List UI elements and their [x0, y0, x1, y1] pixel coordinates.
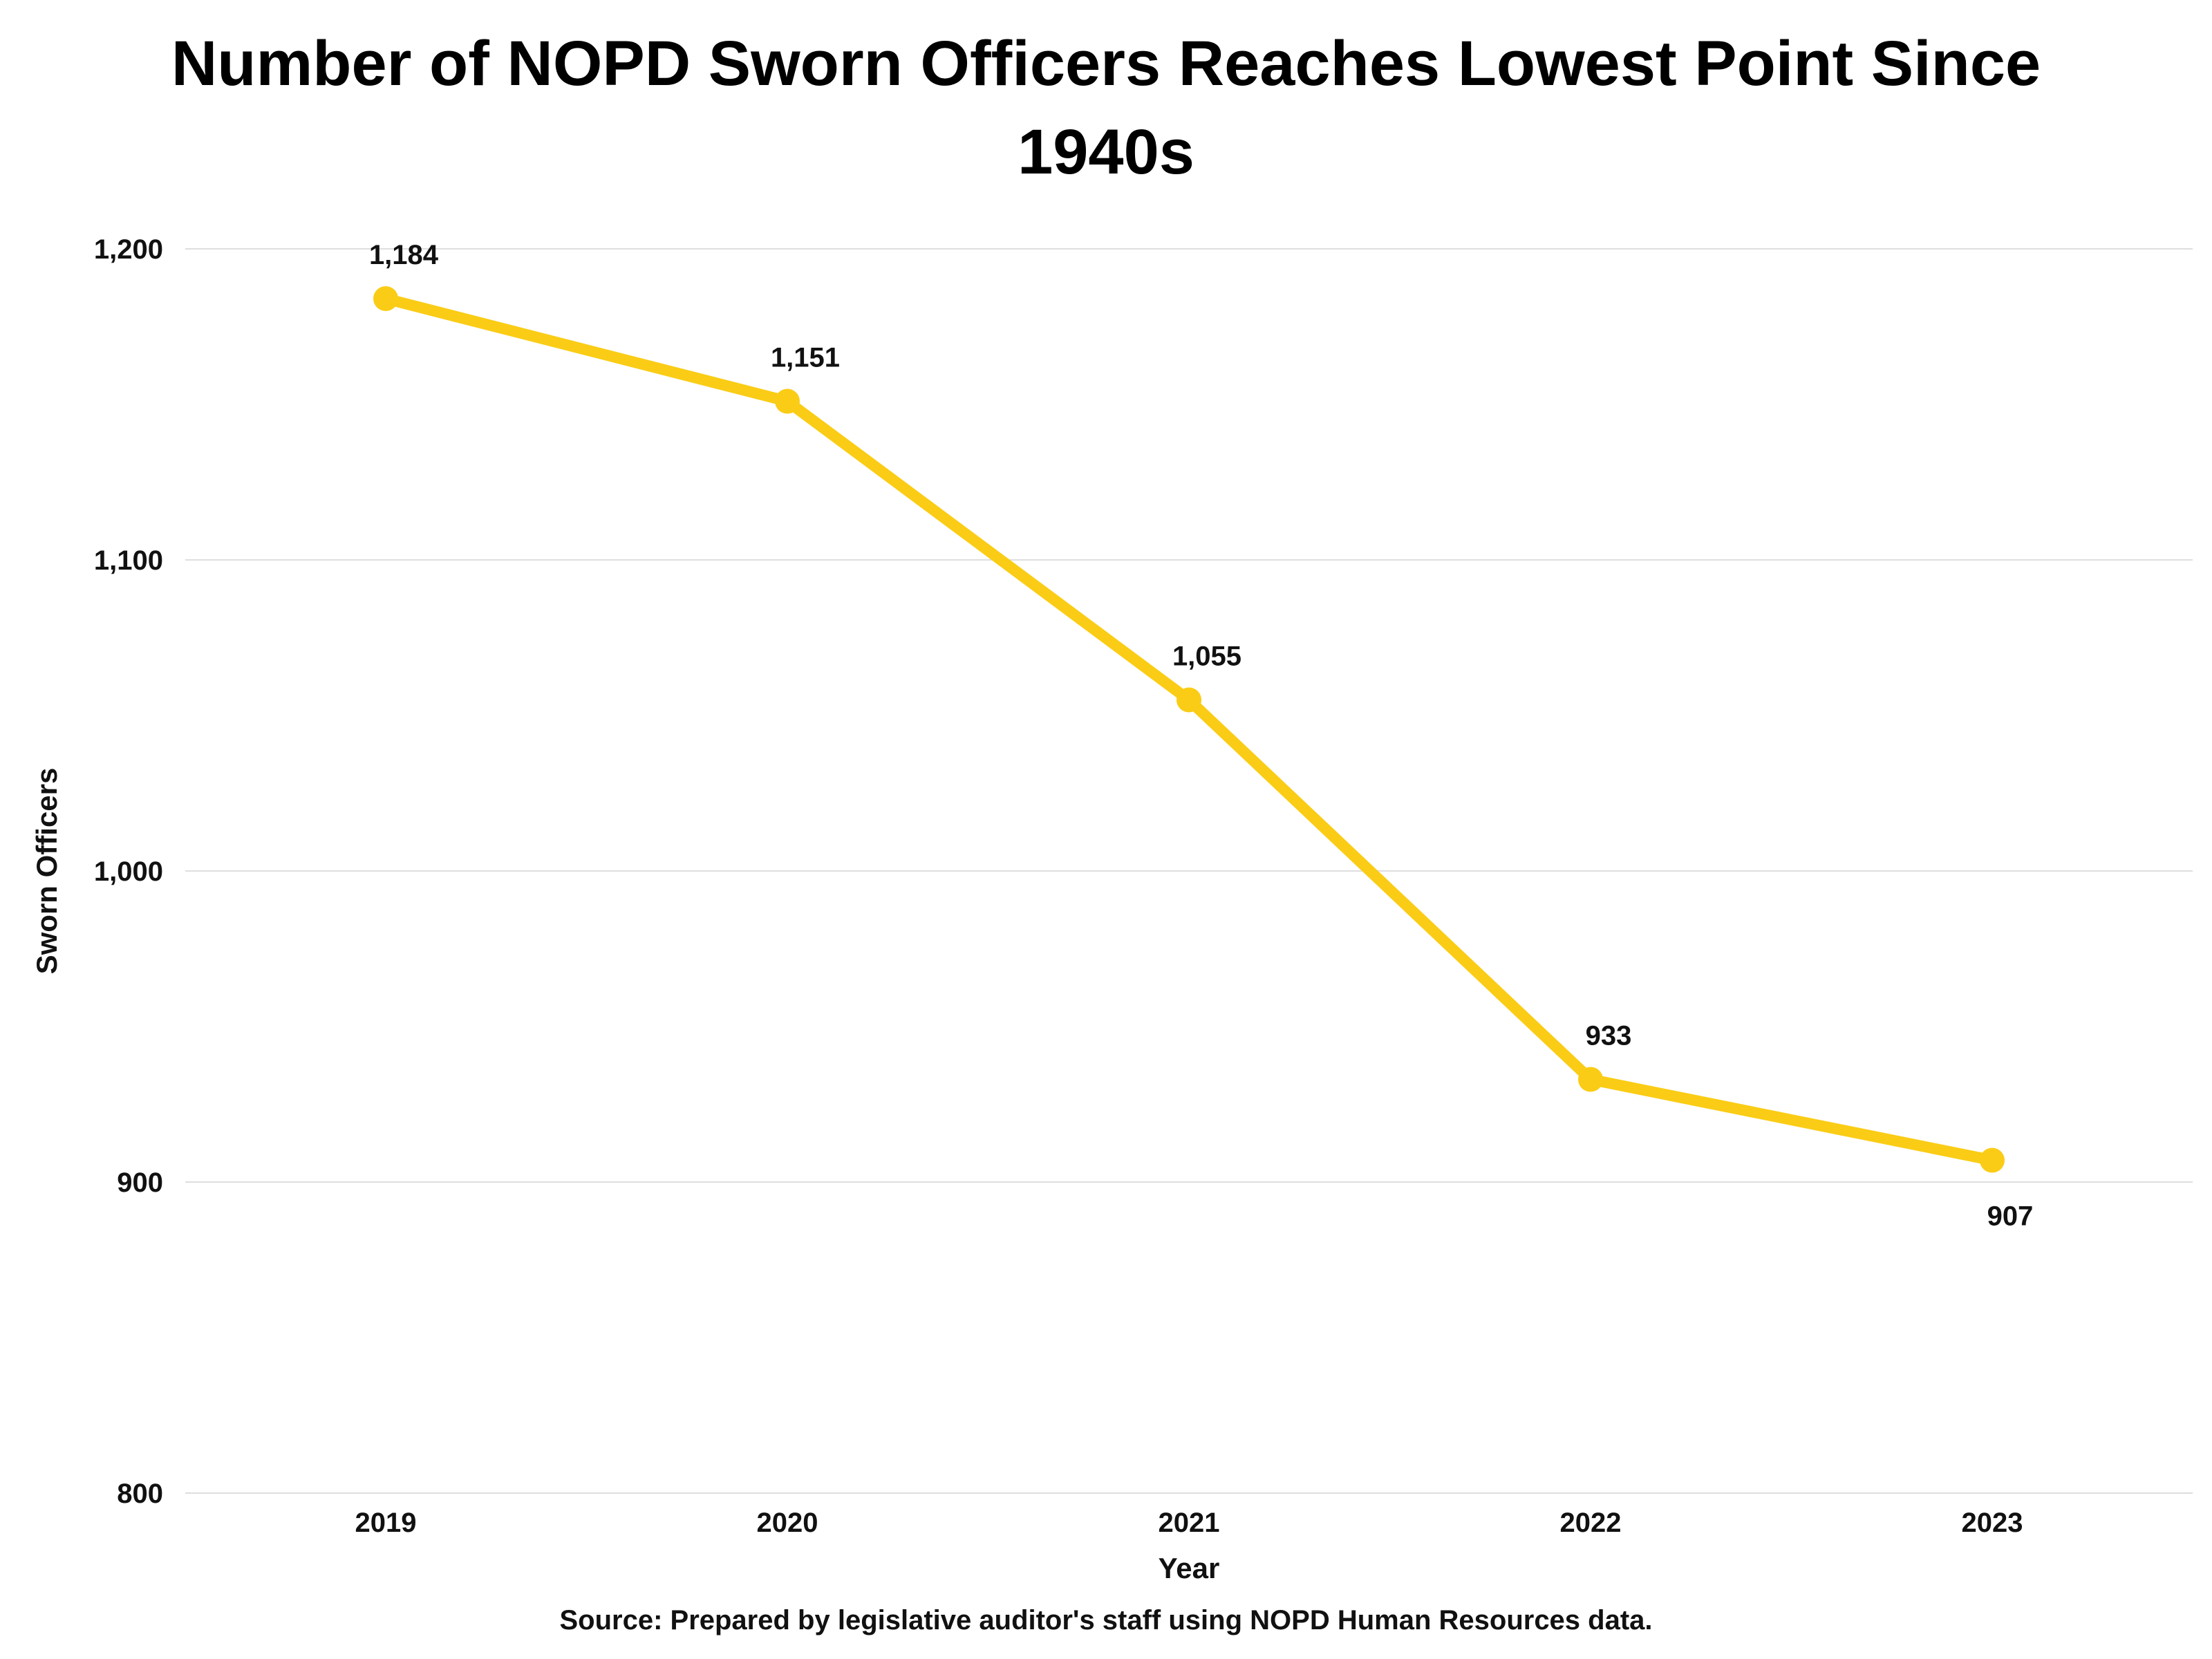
data-labels: 1,184 1,151 1,055 933 907	[369, 240, 2033, 1232]
data-label: 907	[1987, 1201, 2034, 1232]
y-axis-title: Sworn Officers	[30, 768, 63, 975]
data-point	[373, 286, 398, 311]
gridlines	[185, 248, 2193, 1494]
data-label: 1,055	[1172, 641, 1241, 672]
x-axis-ticks: 2019 2020 2021 2022 2023	[355, 1508, 2023, 1538]
x-axis-title: Year	[1159, 1552, 1220, 1584]
data-point	[775, 388, 800, 414]
data-point	[1578, 1067, 1603, 1092]
data-label: 933	[1586, 1021, 1632, 1051]
chart-title: Number of NOPD Sworn Officers Reaches Lo…	[171, 28, 2041, 187]
x-tick-label: 2020	[757, 1508, 818, 1538]
series-line	[380, 293, 1998, 1166]
x-tick-label: 2019	[355, 1508, 417, 1538]
series	[373, 286, 2005, 1173]
x-tick-label: 2021	[1159, 1508, 1220, 1538]
y-tick-label: 900	[117, 1168, 163, 1198]
x-tick-label: 2022	[1560, 1508, 1622, 1538]
y-tick-label: 1,200	[94, 234, 163, 265]
y-tick-label: 800	[117, 1479, 163, 1509]
data-label: 1,184	[369, 240, 439, 270]
data-label: 1,151	[771, 343, 840, 373]
data-point	[1980, 1147, 2005, 1173]
y-tick-label: 1,100	[94, 545, 163, 576]
y-axis-ticks: 800 900 1,000 1,100 1,200	[94, 234, 163, 1509]
data-point	[1177, 687, 1201, 713]
x-tick-label: 2023	[1962, 1508, 2023, 1538]
y-tick-label: 1,000	[94, 856, 163, 887]
source-note: Source: Prepared by legislative auditor'…	[559, 1605, 1653, 1635]
